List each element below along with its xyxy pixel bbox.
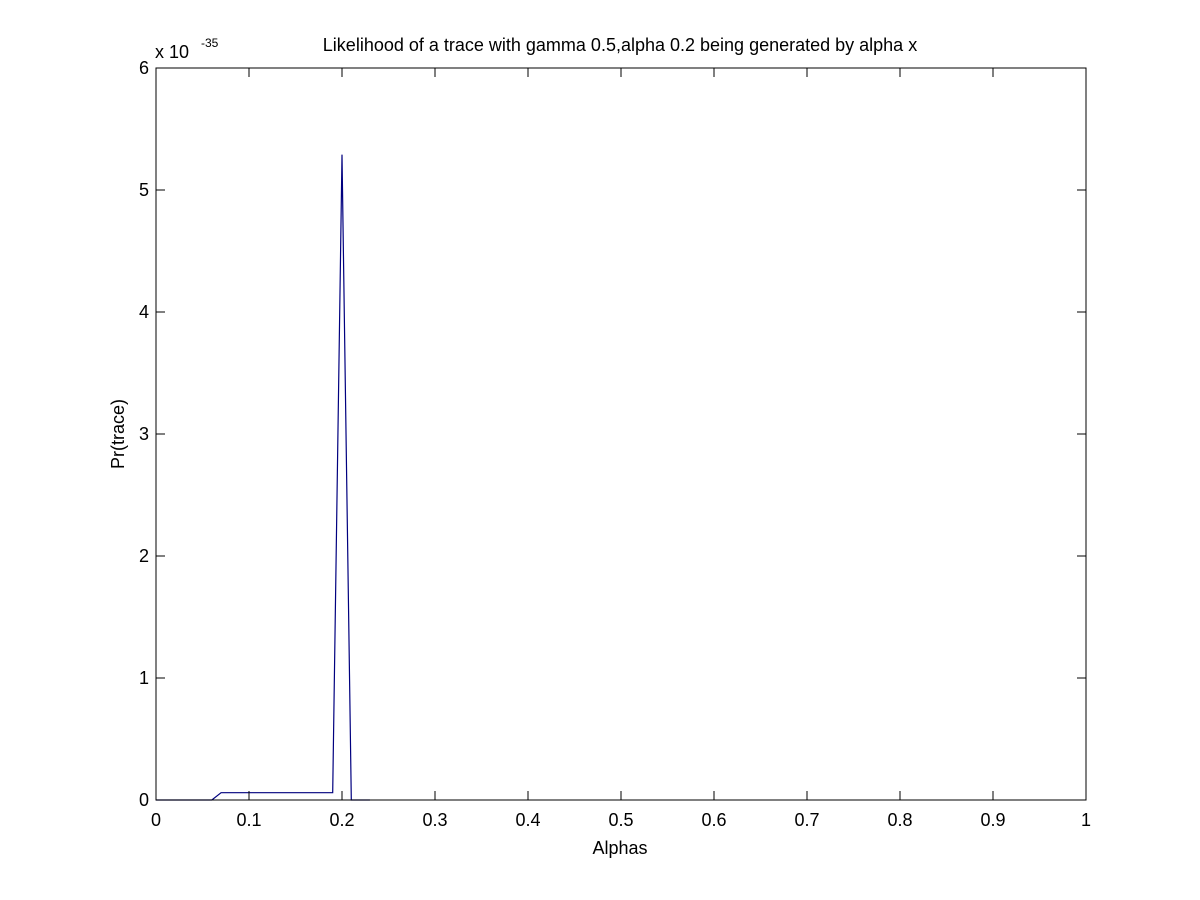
y-tick-label: 5 bbox=[139, 180, 149, 200]
x-tick-label: 0.3 bbox=[422, 810, 447, 830]
y-tick-label: 0 bbox=[139, 790, 149, 810]
x-axis-label: Alphas bbox=[592, 838, 647, 858]
axes: 0 0.1 0.2 0.3 0.4 0.5 0.6 0.7 0.8 0.9 1 0 1 2 3 4 5 6 bbox=[139, 58, 1091, 830]
y-tick-label: 3 bbox=[139, 424, 149, 444]
x-tick-label: 0 bbox=[151, 810, 161, 830]
y-tick-label: 4 bbox=[139, 302, 149, 322]
x-tick-label: 0.9 bbox=[980, 810, 1005, 830]
y-tick-label: 6 bbox=[139, 58, 149, 78]
y-exponent-power: -35 bbox=[201, 36, 219, 50]
x-tick-label: 0.7 bbox=[794, 810, 819, 830]
x-tick-label: 0.6 bbox=[701, 810, 726, 830]
y-exponent-base: x 10 bbox=[155, 42, 189, 62]
y-tick-label: 2 bbox=[139, 546, 149, 566]
x-tick-label: 0.1 bbox=[236, 810, 261, 830]
y-tick-label: 1 bbox=[139, 668, 149, 688]
x-tick-label: 0.8 bbox=[887, 810, 912, 830]
x-tick-label: 0.4 bbox=[515, 810, 540, 830]
chart-title: Likelihood of a trace with gamma 0.5,alp… bbox=[323, 35, 917, 55]
y-axis-label: Pr(trace) bbox=[108, 399, 128, 469]
x-tick-label: 0.2 bbox=[329, 810, 354, 830]
x-tick-label: 0.5 bbox=[608, 810, 633, 830]
x-tick-label: 1 bbox=[1081, 810, 1091, 830]
